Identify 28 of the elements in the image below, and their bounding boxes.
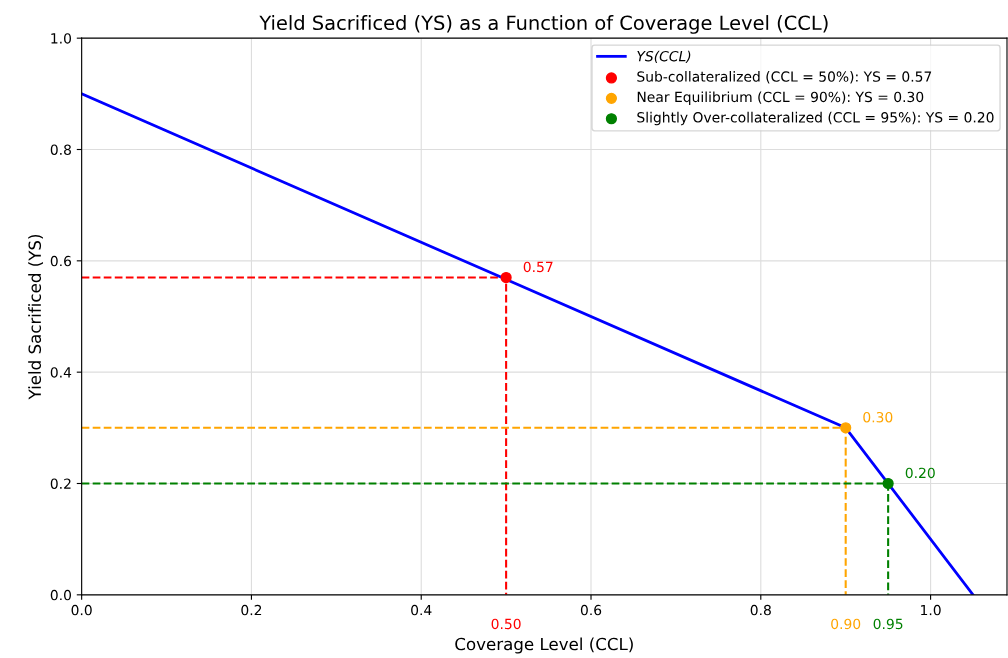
x-tick-label: 0.8 <box>750 604 771 616</box>
y-tick-label: 0.0 <box>50 589 71 601</box>
x-tick-label: 0.2 <box>241 604 262 616</box>
chart-title: Yield Sacrificed (YS) as a Function of Coverage Level (CCL) <box>259 15 828 34</box>
y-tick-label: 0.8 <box>50 144 71 155</box>
annotation: 0.90 <box>831 618 861 630</box>
point <box>840 422 852 434</box>
x-tick-label: 1.0 <box>921 604 941 616</box>
y-tick-label: 1.0 <box>51 33 71 44</box>
x-tick-label: 0.0 <box>71 604 92 616</box>
y-tick-label: 0.4 <box>50 367 72 378</box>
y-tick-label: 0.6 <box>50 255 72 267</box>
annotation: 0.95 <box>873 618 903 630</box>
x-axis-title: Coverage Level (CCL) <box>455 637 633 654</box>
x-tick-label: 0.4 <box>411 604 432 616</box>
annotation: 0.50 <box>491 618 521 630</box>
point <box>882 477 894 490</box>
annotation: 0.30 <box>863 411 893 423</box>
y-axis-title: Yield Sacrificed (YS) <box>28 234 44 400</box>
legend-label: Sub-collateralized (CCL = 50%): YS = 0.57 <box>637 71 932 84</box>
legend-label: Slightly Over-collateralized (CCL = 95%): YS = 0.20 <box>637 111 994 126</box>
legend-label: YS(CCL) <box>637 50 691 64</box>
annotation: 0.57 <box>523 261 553 273</box>
y-tick-label: 0.2 <box>50 478 71 489</box>
x-tick-label: 0.6 <box>580 604 602 616</box>
point <box>500 271 512 284</box>
legend-label: Near Equilibrium (CCL = 90%): YS = 0.30 <box>637 91 924 105</box>
annotation: 0.20 <box>905 467 935 479</box>
